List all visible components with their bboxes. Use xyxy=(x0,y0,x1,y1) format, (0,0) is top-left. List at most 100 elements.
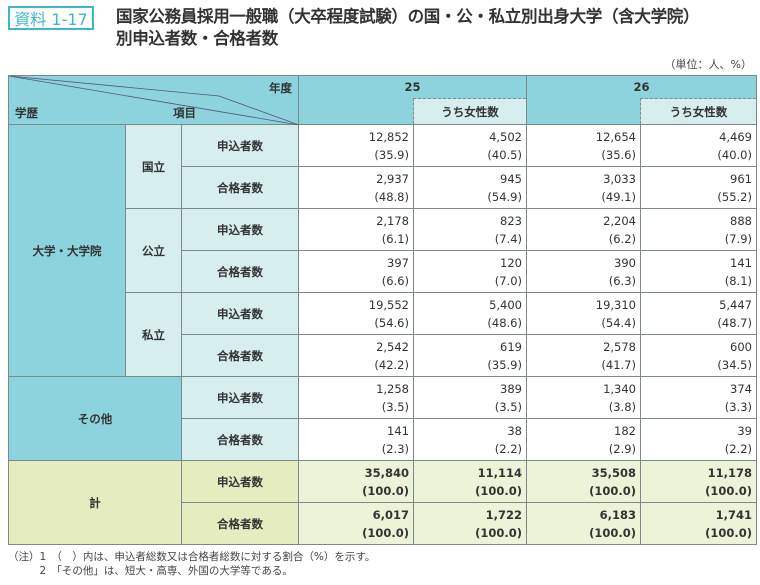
subgroup-label: 私立 xyxy=(125,292,182,377)
value-cell: 4,469 (40.0) xyxy=(640,124,757,167)
count-value: 2,542 xyxy=(376,339,409,354)
figure-number-badge: 資料 1-17 xyxy=(8,6,94,30)
count-value: 19,310 xyxy=(595,297,636,312)
count-value: 3,033 xyxy=(603,171,636,186)
percent-value: (42.2) xyxy=(374,357,409,372)
percent-value: (100.0) xyxy=(475,483,522,498)
notes: （注）1 （ ）内は、申込者総数又は合格者総数に対する割合（%）を示す。 2 「… xyxy=(8,550,375,578)
percent-value: (3.5) xyxy=(494,399,522,414)
count-value: 141 xyxy=(730,255,752,270)
percent-value: (40.0) xyxy=(717,147,752,162)
count-value: 12,852 xyxy=(368,129,409,144)
percent-value: (7.9) xyxy=(724,231,752,246)
note-1: （注）1 （ ）内は、申込者総数又は合格者総数に対する割合（%）を示す。 xyxy=(8,551,376,563)
table-row: 合格者数 2,937 (48.8) 945 (54.9) 3,033 (49.1) 961 (5… xyxy=(9,166,757,209)
value-cell: 4,502 (40.5) xyxy=(413,124,527,167)
value-cell: 1,340 (3.8) xyxy=(526,376,641,419)
percent-value: (100.0) xyxy=(362,525,409,540)
item-label: 申込者数 xyxy=(181,124,299,167)
subgroup-label: 公立 xyxy=(125,208,182,293)
percent-value: (35.6) xyxy=(601,147,636,162)
value-cell: 600 (34.5) xyxy=(640,334,757,377)
percent-value: (54.6) xyxy=(374,315,409,330)
count-value: 39 xyxy=(737,423,752,438)
value-cell: 2,178 (6.1) xyxy=(298,208,414,251)
percent-value: (100.0) xyxy=(362,483,409,498)
table-row: 合格者数 6,017 (100.0) 1,722 (100.0) 6,183 (100.0)… xyxy=(9,502,757,545)
percent-value: (6.6) xyxy=(381,273,409,288)
female-header-26: うち女性数 xyxy=(640,98,757,125)
value-cell: 390 (6.3) xyxy=(526,250,641,293)
value-cell: 35,840 (100.0) xyxy=(298,460,414,503)
percent-value: (100.0) xyxy=(589,525,636,540)
note-2: 2 「その他」は、短大・高専、外国の大学等である。 xyxy=(8,565,293,577)
table-row: 大学・大学院 国立 申込者数 12,852 (35.9) 4,502 (40.5) 12,65… xyxy=(8,124,757,377)
item-label: 項目 xyxy=(173,106,196,120)
value-cell: 1,722 (100.0) xyxy=(413,502,527,545)
corner-header: 年度 項目 学歴 xyxy=(8,75,299,125)
percent-value: (48.8) xyxy=(374,189,409,204)
percent-value: (3.8) xyxy=(608,399,636,414)
percent-value: (41.7) xyxy=(601,357,636,372)
year-26-header: 26 xyxy=(526,75,757,99)
count-value: 2,937 xyxy=(376,171,409,186)
percent-value: (3.5) xyxy=(381,399,409,414)
value-cell: 141 (2.3) xyxy=(298,418,414,461)
count-value: 2,204 xyxy=(603,213,636,228)
count-value: 619 xyxy=(500,339,522,354)
value-cell: 12,852 (35.9) xyxy=(298,124,414,167)
value-cell: 38 (2.2) xyxy=(413,418,527,461)
value-cell: 19,310 (54.4) xyxy=(526,292,641,335)
header-spacer xyxy=(298,98,414,125)
count-value: 11,178 xyxy=(707,465,752,480)
value-cell: 39 (2.2) xyxy=(640,418,757,461)
value-cell: 2,204 (6.2) xyxy=(526,208,641,251)
count-value: 390 xyxy=(614,255,636,270)
title-line-1: 国家公務員採用一般職（大卒程度試験）の国・公・私立別出身大学（含大学院） xyxy=(116,7,700,26)
value-cell: 2,542 (42.2) xyxy=(298,334,414,377)
item-label: 合格者数 xyxy=(181,418,299,461)
count-value: 5,447 xyxy=(719,297,752,312)
item-label: 合格者数 xyxy=(181,334,299,377)
table-row: その他 申込者数 1,258 (3.5) 389 (3.5) 1,340 (3.8) 374 (3… xyxy=(8,376,757,461)
count-value: 6,183 xyxy=(599,507,636,522)
count-value: 823 xyxy=(500,213,522,228)
value-cell: 389 (3.5) xyxy=(413,376,527,419)
title-line-2: 別申込者数・合格者数 xyxy=(116,29,279,48)
value-cell: 1,258 (3.5) xyxy=(298,376,414,419)
percent-value: (48.7) xyxy=(717,315,752,330)
page-title: 国家公務員採用一般職（大卒程度試験）の国・公・私立別出身大学（含大学院） 別申込… xyxy=(116,6,700,50)
count-value: 141 xyxy=(387,423,409,438)
item-label: 合格者数 xyxy=(181,250,299,293)
value-cell: 1,741 (100.0) xyxy=(640,502,757,545)
count-value: 1,340 xyxy=(603,381,636,396)
item-label: 申込者数 xyxy=(181,376,299,419)
value-cell: 5,447 (48.7) xyxy=(640,292,757,335)
count-value: 397 xyxy=(387,255,409,270)
percent-value: (34.5) xyxy=(717,357,752,372)
count-value: 19,552 xyxy=(368,297,409,312)
count-value: 1,722 xyxy=(485,507,522,522)
percent-value: (6.2) xyxy=(608,231,636,246)
value-cell: 619 (35.9) xyxy=(413,334,527,377)
data-table: 年度 項目 学歴 25 26 うち女性数 うち女性数 大学・大学院 国立 申込者数 1… xyxy=(8,75,757,545)
percent-value: (100.0) xyxy=(705,483,752,498)
value-cell: 2,578 (41.7) xyxy=(526,334,641,377)
percent-value: (3.3) xyxy=(724,399,752,414)
value-cell: 5,400 (48.6) xyxy=(413,292,527,335)
percent-value: (100.0) xyxy=(705,525,752,540)
percent-value: (54.4) xyxy=(601,315,636,330)
count-value: 389 xyxy=(500,381,522,396)
header-spacer xyxy=(526,98,641,125)
count-value: 2,578 xyxy=(603,339,636,354)
education-label: 学歴 xyxy=(15,106,38,120)
count-value: 600 xyxy=(730,339,752,354)
item-label: 合格者数 xyxy=(181,166,299,209)
year-25-header: 25 xyxy=(298,75,527,99)
count-value: 374 xyxy=(730,381,752,396)
count-value: 888 xyxy=(730,213,752,228)
percent-value: (100.0) xyxy=(589,483,636,498)
value-cell: 888 (7.9) xyxy=(640,208,757,251)
value-cell: 11,178 (100.0) xyxy=(640,460,757,503)
percent-value: (2.2) xyxy=(724,441,752,456)
